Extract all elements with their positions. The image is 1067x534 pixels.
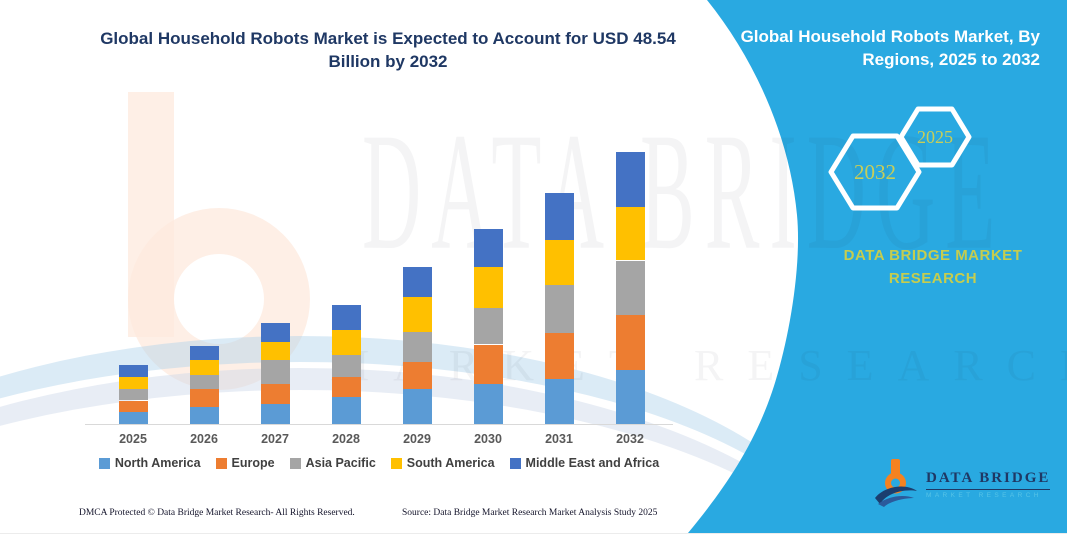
chart-legend: North America Europe Asia Pacific South Ame… <box>85 456 673 470</box>
x-axis-label-2032: 2032 <box>616 432 644 446</box>
bar-segment-south-america <box>473 266 503 308</box>
legend-marker <box>289 457 301 469</box>
x-axis-line <box>85 424 673 425</box>
chart-title: Global Household Robots Market is Expect… <box>100 29 676 71</box>
bar-segment-middle-east-and-africa <box>615 152 645 207</box>
bar-segment-europe <box>189 388 219 408</box>
source-text: Source: Data Bridge Market Research Mark… <box>402 508 658 518</box>
logo-subtext: MARKET RESEARCH <box>926 492 1042 499</box>
bar-segment-asia-pacific <box>544 284 574 333</box>
bar-segment-south-america <box>331 329 361 356</box>
legend-marker <box>98 457 110 469</box>
bar-segment-asia-pacific <box>260 360 290 384</box>
bar-segment-europe <box>544 332 574 380</box>
legend-item-north-america: North America <box>98 456 201 470</box>
bar-segment-europe <box>118 400 148 413</box>
legend-item-south-america: South America <box>390 456 495 470</box>
bar-segment-middle-east-and-africa <box>260 323 290 342</box>
legend-marker <box>509 457 521 469</box>
legend-marker <box>215 457 227 469</box>
logo-name: DATA BRIDGE <box>926 470 1051 490</box>
bar-segment-europe <box>402 362 432 390</box>
bar-segment-north-america <box>402 389 432 424</box>
bar-segment-south-america <box>260 341 290 361</box>
hexagon-2032 <box>828 133 922 211</box>
data-bridge-logo: DATA BRIDGE MARKET RESEARCH <box>874 458 1051 508</box>
bar-segment-middle-east-and-africa <box>331 304 361 330</box>
hexagon-2025-label: 2025 <box>917 127 953 147</box>
hexagon-2025 <box>898 106 972 168</box>
legend-label: Asia Pacific <box>305 456 376 470</box>
bar-segment-north-america <box>473 384 503 424</box>
bar-segment-asia-pacific <box>118 388 148 401</box>
bar-segment-north-america <box>615 370 645 424</box>
x-axis-label-2026: 2026 <box>190 432 218 446</box>
hexagon-2032-label: 2032 <box>854 160 896 184</box>
bar-segment-south-america <box>615 206 645 261</box>
legend-marker <box>390 457 402 469</box>
legend-item-asia-pacific: Asia Pacific <box>289 456 376 470</box>
legend-item-europe: Europe <box>215 456 275 470</box>
x-axis-label-2025: 2025 <box>119 432 147 446</box>
bar-segment-north-america <box>331 397 361 424</box>
legend-label: Middle East and Africa <box>525 456 660 470</box>
bar-segment-north-america <box>189 407 219 424</box>
bar-segment-europe <box>331 376 361 398</box>
legend-label: North America <box>114 456 201 470</box>
bar-segment-middle-east-and-africa <box>118 365 148 377</box>
bar-segment-asia-pacific <box>189 375 219 389</box>
bar-segment-europe <box>473 344 503 385</box>
bar-segment-south-america <box>402 297 432 333</box>
bar-segment-north-america <box>118 412 148 424</box>
bar-segment-south-america <box>118 376 148 389</box>
bar-segment-middle-east-and-africa <box>402 267 432 298</box>
bar-segment-asia-pacific <box>473 307 503 345</box>
bar-segment-south-america <box>189 360 219 376</box>
x-axis-label-2027: 2027 <box>261 432 289 446</box>
x-axis-label-2031: 2031 <box>545 432 573 446</box>
legend-label: South America <box>406 456 495 470</box>
data-bridge-logo-icon <box>875 459 917 507</box>
legend-label: Europe <box>231 456 275 470</box>
bar-segment-europe <box>260 383 290 404</box>
dmca-copyright-text: DMCA Protected © Data Bridge Market Rese… <box>79 508 355 518</box>
brand-text: DATA BRIDGE MARKET RESEARCH <box>843 247 1023 288</box>
side-panel-heading: Global Household Robots Market, By Regio… <box>740 27 1040 69</box>
legend-item-middle-east-and-africa: Middle East and Africa <box>509 456 660 470</box>
bar-segment-middle-east-and-africa <box>544 192 574 240</box>
bar-segment-asia-pacific <box>402 332 432 363</box>
bar-segment-europe <box>615 315 645 371</box>
bar-segment-middle-east-and-africa <box>473 228 503 267</box>
x-axis-label-2028: 2028 <box>332 432 360 446</box>
bar-segment-north-america <box>260 403 290 424</box>
bar-segment-asia-pacific <box>615 260 645 316</box>
bar-segment-middle-east-and-africa <box>189 346 219 361</box>
x-axis-label-2029: 2029 <box>403 432 431 446</box>
x-axis-label-2030: 2030 <box>474 432 502 446</box>
bar-segment-asia-pacific <box>331 355 361 377</box>
bar-segment-north-america <box>544 379 574 424</box>
hexagon-badges: 2025 2032 <box>828 106 972 211</box>
bar-segment-south-america <box>544 239 574 285</box>
logo-text-column: DATA BRIDGE MARKET RESEARCH <box>926 470 1051 499</box>
